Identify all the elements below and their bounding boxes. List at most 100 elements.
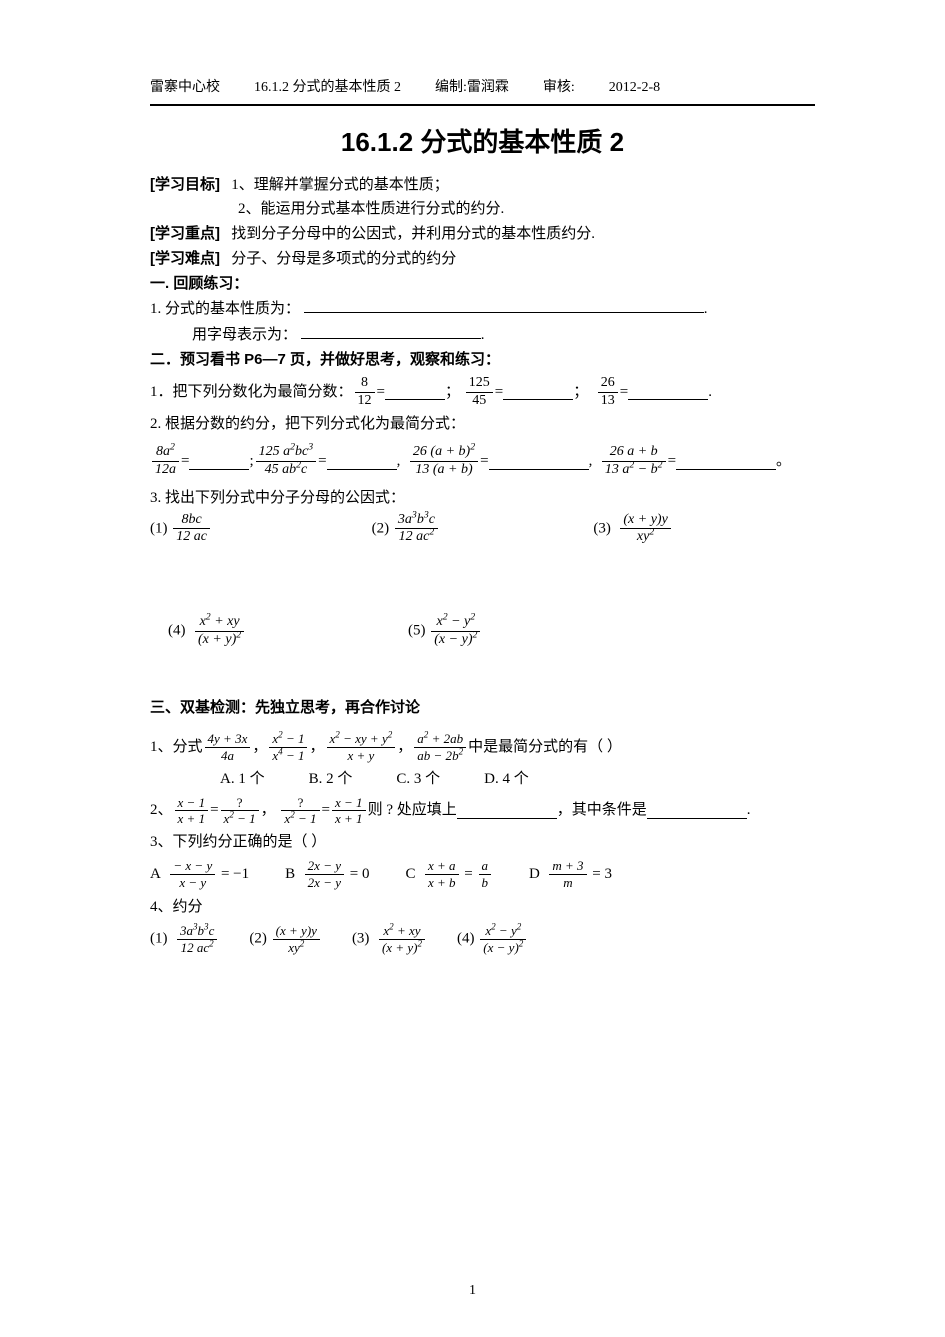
eq: = (480, 451, 488, 472)
opt-c: C x + a x + b = a b (405, 859, 493, 889)
sep: , (589, 451, 600, 472)
eq: = (322, 800, 330, 821)
blank (489, 454, 589, 470)
frac-p1: 8bc 12 ac (173, 513, 210, 545)
frac-h2: (x + y)y xy2 (273, 924, 320, 954)
frac-g4: x − 1 x + 1 (332, 796, 366, 826)
frac-ob: 2x − y 2x − y (305, 859, 344, 889)
frac-den: 12 ac2 (177, 940, 217, 955)
frac-den: 13 (598, 393, 618, 409)
frac-den: (x + y)2 (379, 940, 425, 955)
frac-num: 3a3b3c (177, 924, 217, 940)
frac-den: x2 − 1 (281, 811, 319, 826)
keypoint-label: [学习重点] (150, 225, 220, 242)
header-topic: 16.1.2 分式的基本性质 2 (254, 78, 401, 98)
frac-f4: a2 + 2ab ab − 2b2 (414, 732, 466, 762)
blank (189, 454, 249, 470)
frac-den: x − y (170, 875, 215, 890)
sec2-title: 二．预习看书 P6—7 页，并做好思考，观察和练习： (150, 349, 815, 370)
sec2-q2-lead: 2. 根据分数的约分，把下列分式化为最简分式： (150, 414, 815, 435)
frac-oc-r: a b (479, 859, 492, 889)
header-author: 编制:雷润霖 (435, 78, 509, 98)
objectives-item1: 1、理解并掌握分式的基本性质； (231, 177, 449, 193)
frac-num: (x + y)y (273, 924, 320, 940)
opt-b: B. 2 个 (309, 769, 353, 790)
blank (301, 323, 481, 339)
frac-e2: 125 a2bc3 45 ab2c (256, 445, 317, 477)
sep: ， (397, 737, 412, 758)
frac-den: xy2 (273, 940, 320, 955)
frac-den: xy2 (620, 529, 670, 545)
frac-f2: x2 − 1 x4 − 1 (269, 732, 307, 762)
sep: ; (249, 451, 253, 472)
sec2-p4: (4) x2 + xy (x + y)2 (150, 615, 408, 647)
frac-den: 2x − y (305, 875, 344, 890)
frac-g1: x − 1 x + 1 (175, 796, 209, 826)
sec2-q1-lead: 1．把下列分数化为最简分数： (150, 382, 353, 403)
sec2-q2-row: 8a2 12a = ; 125 a2bc3 45 ab2c = , 26 (a … (150, 445, 815, 477)
blank (628, 384, 708, 400)
sec1-q1a: 1. 分式的基本性质为： (150, 301, 300, 317)
sec3-q1-mid: 中是最简分式的有（ ） (468, 737, 622, 758)
frac-num: ? (281, 796, 319, 812)
blank (676, 454, 776, 470)
difficulty-line: [学习难点] 分子、分母是多项式的分式的约分 (150, 248, 815, 270)
opt-a: A. 1 个 (220, 769, 265, 790)
frac-den: x + 1 (332, 811, 366, 826)
opt-b: B 2x − y 2x − y = 0 (285, 859, 369, 889)
sec3-title: 三、双基检测：先独立思考，再合作讨论 (150, 697, 815, 718)
frac-den: b (479, 875, 492, 890)
sec2-p2: (2) 3a3b3c 12 ac2 (372, 513, 594, 545)
sec3-q4-row: (1) 3a3b3c 12 ac2 (2) (x + y)y xy2 (3) x… (150, 924, 815, 954)
page: 雷寨中心校 16.1.2 分式的基本性质 2 编制:雷润霖 审核: 2012-2… (0, 0, 945, 1337)
frac-g3: ? x2 − 1 (281, 796, 319, 826)
rhs: = 3 (589, 864, 612, 885)
frac-den: x2 − 1 (221, 811, 259, 826)
frac-f3: x2 − xy + y2 x + y (327, 732, 396, 762)
page-title: 16.1.2 分式的基本性质 2 (150, 124, 815, 160)
blank (647, 803, 747, 819)
eq: = (377, 382, 385, 403)
sec3-h3: (3) x2 + xy (x + y)2 (352, 924, 427, 954)
frac-den: 12 ac2 (395, 529, 438, 545)
degree: 。 (776, 451, 791, 472)
h1-tag: (1) (150, 931, 168, 947)
frac-num: − x − y (170, 859, 215, 875)
frac-num: 26 (a + b)2 (410, 445, 478, 462)
frac-num: x − 1 (175, 796, 209, 812)
frac-num: x + a (425, 859, 459, 875)
sep: ， (309, 737, 324, 758)
frac-num: x − 1 (332, 796, 366, 812)
page-header: 雷寨中心校 16.1.2 分式的基本性质 2 编制:雷润霖 审核: 2012-2… (150, 78, 815, 98)
frac-p2: 3a3b3c 12 ac2 (395, 513, 438, 545)
sec3-q2-tail: ，其中条件是 (557, 800, 647, 821)
p1-tag: (1) (150, 520, 168, 536)
frac-num: x2 − xy + y2 (327, 732, 396, 748)
frac-num: 26 (598, 376, 618, 393)
frac-h1: 3a3b3c 12 ac2 (177, 924, 217, 954)
sec3-q1: 1、分式 4y + 3x 4a ， x2 − 1 x4 − 1 ， x2 − x… (150, 732, 815, 762)
frac-den: (x + y)2 (195, 632, 244, 648)
opt-c: C. 3 个 (396, 769, 440, 790)
frac-den: (x − y)2 (431, 632, 480, 648)
sep: ； (445, 382, 464, 403)
sep: ； (573, 382, 596, 403)
opt-tag: C (405, 864, 415, 885)
frac-h4: x2 − y2 (x − y)2 (480, 924, 526, 954)
frac-125-45: 125 45 (466, 376, 493, 408)
header-school: 雷寨中心校 (150, 78, 220, 98)
difficulty-text: 分子、分母是多项式的分式的约分 (231, 251, 456, 267)
difficulty-label: [学习难点] (150, 250, 220, 267)
frac-f1: 4y + 3x 4a (205, 732, 251, 762)
blank (327, 454, 397, 470)
opt-d: D m + 3 m = 3 (529, 859, 612, 889)
objectives-line1: [学习目标] 1、理解并掌握分式的基本性质； (150, 174, 815, 196)
frac-den: x + b (425, 875, 459, 890)
sep: ， (261, 800, 280, 821)
frac-e3: 26 (a + b)2 13 (a + b) (410, 445, 478, 477)
p5-tag: (5) (408, 623, 426, 639)
sep: , (397, 451, 408, 472)
frac-num: 2x − y (305, 859, 344, 875)
frac-h3: x2 + xy (x + y)2 (379, 924, 425, 954)
opt-tag: B (285, 864, 295, 885)
